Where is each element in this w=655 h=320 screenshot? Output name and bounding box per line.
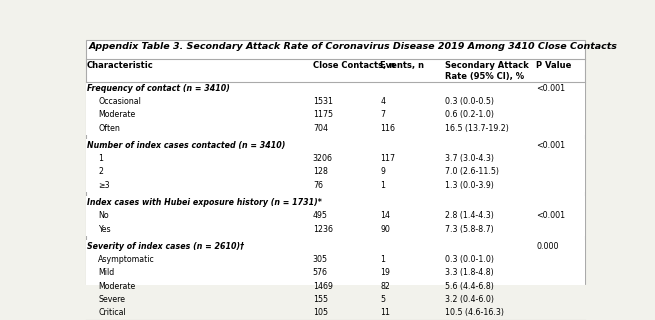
Text: Characteristic: Characteristic xyxy=(87,61,154,70)
Text: 14: 14 xyxy=(381,211,390,220)
Text: 5: 5 xyxy=(381,295,385,304)
Text: 155: 155 xyxy=(313,295,328,304)
Bar xyxy=(86,82,586,95)
Bar xyxy=(86,152,586,165)
Text: Yes: Yes xyxy=(98,225,111,234)
Text: Severe: Severe xyxy=(98,295,125,304)
Text: P Value: P Value xyxy=(536,61,572,70)
Text: 495: 495 xyxy=(313,211,328,220)
Text: 116: 116 xyxy=(381,124,396,132)
Bar xyxy=(86,121,586,135)
Text: 2.8 (1.4-4.3): 2.8 (1.4-4.3) xyxy=(445,211,494,220)
Text: Frequency of contact (n = 3410): Frequency of contact (n = 3410) xyxy=(87,84,230,93)
Text: 704: 704 xyxy=(313,124,328,132)
Bar xyxy=(86,306,586,320)
Text: 1531: 1531 xyxy=(313,97,333,106)
Text: 3.2 (0.4-6.0): 3.2 (0.4-6.0) xyxy=(445,295,494,304)
Text: 576: 576 xyxy=(313,268,328,277)
Text: 2: 2 xyxy=(98,167,103,176)
Text: 1: 1 xyxy=(381,255,385,264)
Text: 1236: 1236 xyxy=(313,225,333,234)
Text: Moderate: Moderate xyxy=(98,110,136,119)
Text: 0.6 (0.2-1.0): 0.6 (0.2-1.0) xyxy=(445,110,494,119)
Text: 0.3 (0.0-1.0): 0.3 (0.0-1.0) xyxy=(445,255,494,264)
Text: 3.3 (1.8-4.8): 3.3 (1.8-4.8) xyxy=(445,268,493,277)
Text: 90: 90 xyxy=(381,225,390,234)
Text: 0.3 (0.0-0.5): 0.3 (0.0-0.5) xyxy=(445,97,494,106)
Text: 3206: 3206 xyxy=(313,154,333,163)
Text: No: No xyxy=(98,211,109,220)
Bar xyxy=(86,240,586,253)
Text: Events, n: Events, n xyxy=(381,61,424,70)
Text: 7.0 (2.6-11.5): 7.0 (2.6-11.5) xyxy=(445,167,498,176)
Text: <0.001: <0.001 xyxy=(536,84,565,93)
Text: Close Contacts, n: Close Contacts, n xyxy=(313,61,395,70)
Text: 1469: 1469 xyxy=(313,282,333,291)
Text: 105: 105 xyxy=(313,308,328,317)
Text: Moderate: Moderate xyxy=(98,282,136,291)
Text: 1: 1 xyxy=(381,181,385,190)
Bar xyxy=(86,293,586,306)
Bar xyxy=(86,209,586,222)
Text: 3.7 (3.0-4.3): 3.7 (3.0-4.3) xyxy=(445,154,494,163)
Bar xyxy=(86,196,586,209)
Text: Secondary Attack
Rate (95% CI), %: Secondary Attack Rate (95% CI), % xyxy=(445,61,529,81)
Bar xyxy=(86,95,586,108)
Text: Severity of index cases (n = 2610)†: Severity of index cases (n = 2610)† xyxy=(87,242,244,251)
Text: 82: 82 xyxy=(381,282,390,291)
Text: 5.6 (4.4-6.8): 5.6 (4.4-6.8) xyxy=(445,282,494,291)
Text: 19: 19 xyxy=(381,268,390,277)
Text: ≥3: ≥3 xyxy=(98,181,110,190)
Bar xyxy=(86,179,586,192)
Text: <0.001: <0.001 xyxy=(536,211,565,220)
Text: 11: 11 xyxy=(381,308,390,317)
Bar xyxy=(86,280,586,293)
Text: Critical: Critical xyxy=(98,308,126,317)
Bar xyxy=(86,266,586,280)
Bar xyxy=(86,253,586,266)
Text: 0.000: 0.000 xyxy=(536,242,559,251)
Text: 1175: 1175 xyxy=(313,110,333,119)
Text: Often: Often xyxy=(98,124,120,132)
Text: 128: 128 xyxy=(313,167,328,176)
Bar xyxy=(86,222,586,236)
Text: 4: 4 xyxy=(381,97,385,106)
Text: Number of index cases contacted (n = 3410): Number of index cases contacted (n = 341… xyxy=(87,141,286,150)
Bar xyxy=(86,165,586,179)
Text: Mild: Mild xyxy=(98,268,115,277)
Text: <0.001: <0.001 xyxy=(536,141,565,150)
Text: 305: 305 xyxy=(313,255,328,264)
Text: Occasional: Occasional xyxy=(98,97,141,106)
Text: 76: 76 xyxy=(313,181,323,190)
Text: 117: 117 xyxy=(381,154,396,163)
Text: Appendix Table 3. Secondary Attack Rate of Coronavirus Disease 2019 Among 3410 C: Appendix Table 3. Secondary Attack Rate … xyxy=(88,42,618,51)
Text: Asymptomatic: Asymptomatic xyxy=(98,255,155,264)
Text: 1.3 (0.0-3.9): 1.3 (0.0-3.9) xyxy=(445,181,494,190)
Bar xyxy=(86,139,586,152)
Text: 7: 7 xyxy=(381,110,385,119)
Text: 10.5 (4.6-16.3): 10.5 (4.6-16.3) xyxy=(445,308,504,317)
Text: 16.5 (13.7-19.2): 16.5 (13.7-19.2) xyxy=(445,124,508,132)
Text: 7.3 (5.8-8.7): 7.3 (5.8-8.7) xyxy=(445,225,493,234)
Text: 1: 1 xyxy=(98,154,103,163)
Text: Index cases with Hubei exposure history (n = 1731)*: Index cases with Hubei exposure history … xyxy=(87,198,322,207)
Text: 9: 9 xyxy=(381,167,385,176)
Bar xyxy=(86,108,586,121)
